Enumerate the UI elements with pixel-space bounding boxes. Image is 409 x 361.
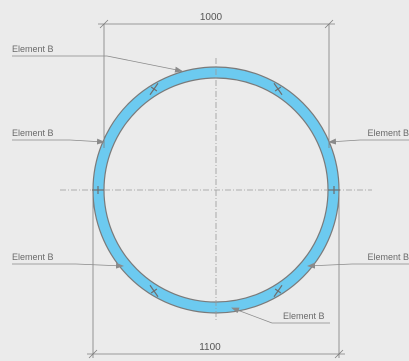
top-dimension-value: 1000 — [200, 12, 223, 23]
callout-upper-left-label: Element B — [12, 44, 54, 54]
callout-upper-left: Element B — [12, 44, 183, 73]
callout-bottom-center-label: Element B — [283, 311, 325, 321]
top-dimension — [98, 19, 335, 148]
callout-lower-left: Element B — [12, 252, 124, 269]
callout-lower-right: Element B — [307, 252, 409, 269]
callout-lower-left-label: Element B — [12, 252, 54, 262]
joint-marks — [92, 82, 340, 298]
callout-mid-left: Element B — [12, 128, 105, 145]
callout-mid-right: Element B — [328, 128, 409, 145]
callout-mid-right-label: Element B — [367, 128, 409, 138]
callout-bottom-center: Element B — [231, 307, 330, 324]
callout-mid-left-label: Element B — [12, 128, 54, 138]
bottom-dimension — [87, 192, 345, 359]
callout-lower-right-label: Element B — [367, 252, 409, 262]
bottom-dimension-value: 1100 — [199, 342, 221, 353]
